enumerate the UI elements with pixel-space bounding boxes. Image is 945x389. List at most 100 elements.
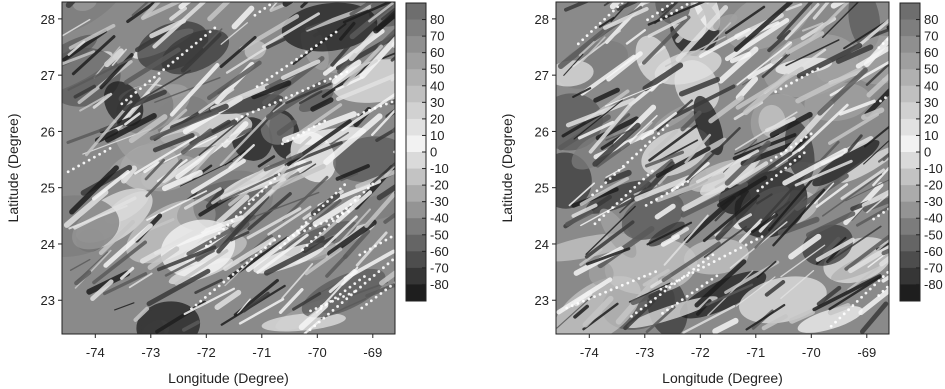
- colorbar-segment: [406, 52, 426, 70]
- colorbar-segment: [406, 118, 426, 136]
- colorbar-tick-label: -10: [430, 161, 449, 176]
- y-tick-label: 24: [535, 237, 549, 252]
- y-tick-label: 25: [535, 181, 549, 196]
- colorbar-tick-label: -50: [924, 227, 943, 242]
- colorbar-segment: [406, 135, 426, 153]
- colorbar-segment: [406, 168, 426, 186]
- colorbar-segment: [900, 135, 920, 153]
- colorbar-tick-label: 60: [430, 45, 444, 60]
- colorbar-segment: [900, 118, 920, 136]
- panel-right: -74 -73 -72 -71 -70 -69 23 24 25 26 27 28 Longitude …: [499, 1, 943, 386]
- colorbar-tick-label: 30: [430, 95, 444, 110]
- colorbar-tick-label: 10: [924, 128, 938, 143]
- colorbar-tick-label: -20: [924, 178, 943, 193]
- y-tick-label: 25: [41, 181, 55, 196]
- colorbar-tick-label: 70: [924, 29, 938, 44]
- colorbar-tick-label: 0: [924, 145, 931, 160]
- colorbar-tick-label: 0: [430, 145, 437, 160]
- x-axis-label: Longitude (Degree): [662, 370, 783, 386]
- colorbar-segment: [900, 201, 920, 219]
- colorbar-tick-label: -80: [430, 277, 449, 292]
- colorbar-segment: [900, 168, 920, 186]
- colorbar-tick-label: 60: [924, 45, 938, 60]
- colorbar-segment: [406, 284, 426, 302]
- field-image: [62, 2, 395, 334]
- x-tick-label: -71: [746, 345, 765, 360]
- colorbar-segment: [406, 201, 426, 219]
- colorbar-tick-label: -40: [430, 211, 449, 226]
- y-tick-label: 26: [535, 124, 549, 139]
- colorbar-tick-label: -80: [924, 277, 943, 292]
- colorbar-tick-label: 10: [430, 128, 444, 143]
- colorbar-segment: [900, 267, 920, 285]
- colorbar-tick-label: 80: [430, 12, 444, 27]
- x-tick-label: -74: [86, 345, 105, 360]
- colorbar-segment: [406, 234, 426, 252]
- colorbar-segment: [900, 152, 920, 170]
- field-image: [556, 2, 889, 334]
- colorbar-segment: [900, 102, 920, 120]
- x-tick-label: -73: [635, 345, 654, 360]
- y-tick-label: 27: [535, 68, 549, 83]
- colorbar-tick-label: -30: [430, 194, 449, 209]
- colorbar-segment: [900, 3, 920, 21]
- colorbar-segment: [406, 102, 426, 120]
- colorbar-tick-label: 50: [924, 62, 938, 77]
- colorbar-segment: [406, 3, 426, 21]
- y-axis-label: Latitude (Degree): [5, 114, 21, 223]
- y-tick-label: 27: [41, 68, 55, 83]
- colorbar-tick-label: 40: [430, 78, 444, 93]
- colorbar-tick-label: -20: [430, 178, 449, 193]
- colorbar-segment: [406, 152, 426, 170]
- x-tick-label: -69: [857, 345, 876, 360]
- x-tick-label: -69: [363, 345, 382, 360]
- colorbar-tick-label: -10: [924, 161, 943, 176]
- y-tick-label: 26: [41, 124, 55, 139]
- colorbar-tick-label: -60: [924, 244, 943, 259]
- x-tick-label: -70: [802, 345, 821, 360]
- y-tick-label: 24: [41, 237, 55, 252]
- colorbar-segment: [900, 234, 920, 252]
- y-tick-label: 23: [535, 293, 549, 308]
- plot-frame: [555, 1, 890, 335]
- x-tick-label: -72: [197, 345, 216, 360]
- colorbar-segment: [900, 69, 920, 87]
- y-axis-label: Latitude (Degree): [499, 114, 515, 223]
- colorbar-tick-label: -40: [924, 211, 943, 226]
- colorbar-tick-label: 50: [430, 62, 444, 77]
- colorbar-tick-label: -60: [430, 244, 449, 259]
- colorbar-segment: [406, 36, 426, 54]
- colorbar-segment: [406, 185, 426, 203]
- colorbar-segment: [406, 69, 426, 87]
- colorbar-segment: [406, 251, 426, 269]
- colorbar-segment: [900, 36, 920, 54]
- colorbar-segment: [406, 218, 426, 236]
- x-tick-label: -73: [141, 345, 160, 360]
- colorbar-segment: [900, 284, 920, 302]
- colorbar-tick-label: 40: [924, 78, 938, 93]
- colorbar-tick-label: 20: [430, 111, 444, 126]
- x-tick-label: -71: [252, 345, 271, 360]
- colorbar-segment: [900, 85, 920, 103]
- x-axis-label: Longitude (Degree): [168, 370, 289, 386]
- colorbar-segment: [900, 218, 920, 236]
- colorbar-tick-label: -70: [924, 260, 943, 275]
- colorbar-tick-label: 30: [924, 95, 938, 110]
- colorbar-tick-label: 20: [924, 111, 938, 126]
- colorbar-tick-label: 80: [924, 12, 938, 27]
- x-tick-label: -70: [308, 345, 327, 360]
- x-tick-label: -72: [691, 345, 710, 360]
- plot-frame: [61, 1, 396, 335]
- colorbar-tick-label: 70: [430, 29, 444, 44]
- x-tick-label: -74: [580, 345, 599, 360]
- colorbar-tick-label: -30: [924, 194, 943, 209]
- colorbar-segment: [900, 185, 920, 203]
- colorbar-segment: [406, 19, 426, 37]
- y-tick-label: 28: [535, 12, 549, 27]
- colorbar-segment: [900, 52, 920, 70]
- y-tick-label: 23: [41, 293, 55, 308]
- colorbar-segment: [406, 267, 426, 285]
